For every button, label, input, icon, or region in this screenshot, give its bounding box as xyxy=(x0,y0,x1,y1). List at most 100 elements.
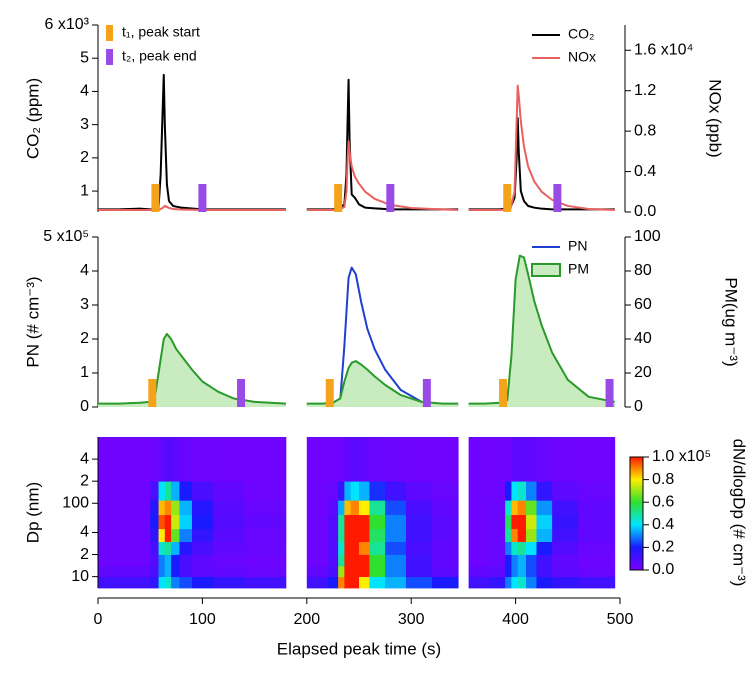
heatmap-cell xyxy=(338,481,345,501)
heatmap-cell xyxy=(244,437,287,482)
heatmap-cell xyxy=(191,500,214,516)
heatmap-cell xyxy=(344,576,352,589)
heatmap-cell xyxy=(171,437,180,482)
heatmap-cell xyxy=(150,514,159,530)
heatmap-cell xyxy=(179,541,193,555)
y-axis-title: PN (# cm⁻³) xyxy=(23,276,42,367)
heatmap-cell xyxy=(338,554,345,567)
heatmap-cell xyxy=(511,541,519,555)
heatmap-cell xyxy=(179,576,193,589)
y-tick-label: 100 xyxy=(62,494,89,511)
heatmap-cell xyxy=(359,554,370,567)
heatmap-cell xyxy=(552,514,579,530)
y-tick-label: 0.2 xyxy=(652,539,674,556)
heatmap-cell xyxy=(578,554,616,567)
heatmap-cell xyxy=(344,437,352,482)
heatmap-cell xyxy=(164,541,172,555)
heatmap-cell xyxy=(536,554,553,567)
heatmap-cell xyxy=(191,528,214,543)
heatmap-cell xyxy=(468,565,490,578)
heatmap-cell xyxy=(327,481,339,501)
heatmap-cell xyxy=(511,481,519,501)
heatmap-cell xyxy=(405,576,433,589)
heatmap-cell xyxy=(405,528,433,543)
heatmap-cell xyxy=(244,500,287,516)
heatmap-cell xyxy=(578,514,616,530)
area xyxy=(98,255,615,407)
y-tick-label: 5 xyxy=(80,49,89,66)
y-tick-label: 40 xyxy=(634,330,652,347)
heatmap-cell xyxy=(98,541,130,555)
heatmap-cell xyxy=(505,541,512,555)
heatmap-cell xyxy=(191,437,214,482)
heatmap-cell xyxy=(369,565,386,578)
heatmap-cell xyxy=(526,437,537,482)
y-tick-label: 2 xyxy=(80,472,89,489)
heatmap-cell xyxy=(359,565,370,578)
heatmap-cell xyxy=(306,514,329,530)
heatmap-cell xyxy=(359,514,370,530)
heatmap-cell xyxy=(505,554,512,567)
heatmap-cell xyxy=(306,481,329,501)
heatmap-cell xyxy=(359,500,370,516)
heatmap-cell xyxy=(244,576,287,589)
heatmap-cell xyxy=(244,481,287,501)
heatmap-cell xyxy=(505,576,512,589)
y-tick-label: 0 xyxy=(80,398,89,415)
y-tick-label: 0.6 xyxy=(652,493,674,510)
heatmap-cell xyxy=(468,554,490,567)
heatmap-cell xyxy=(350,528,360,543)
heatmap-cell xyxy=(468,514,490,530)
heatmap-cell xyxy=(536,576,553,589)
heatmap-cell xyxy=(306,541,329,555)
heatmap-cell xyxy=(517,437,527,482)
heatmap-cell xyxy=(578,481,616,501)
event-marker xyxy=(605,379,614,407)
heatmap-cell xyxy=(191,565,214,578)
heatmap-cell xyxy=(578,541,616,555)
heatmap-cell xyxy=(489,528,506,543)
colorbar-title: dN/dlogDp (# cm⁻³) xyxy=(730,439,749,587)
y-tick-label: 0.0 xyxy=(652,561,674,578)
y-tick-label: 2 xyxy=(80,330,89,347)
heatmap-cell xyxy=(468,500,490,516)
heatmap-cell xyxy=(150,500,159,516)
legend-label: NOx xyxy=(568,49,596,65)
heatmap-cell xyxy=(191,554,214,567)
y-tick-label: 2 xyxy=(80,546,89,563)
legend-label: PM xyxy=(568,261,589,277)
heatmap-cell xyxy=(536,481,553,501)
heatmap-cell xyxy=(164,437,172,482)
legend-label: CO₂ xyxy=(568,26,594,42)
heatmap-cell xyxy=(150,528,159,543)
heatmap-cell xyxy=(385,565,407,578)
x-tick-label: 100 xyxy=(189,611,216,628)
heatmap-cell xyxy=(164,565,172,578)
event-marker xyxy=(499,379,508,407)
heatmap-cell xyxy=(385,576,407,589)
heatmap-cell xyxy=(369,437,386,482)
legend-swatch xyxy=(531,263,561,277)
heatmap-cell xyxy=(179,500,193,516)
heatmap-cell xyxy=(505,437,512,482)
heatmap-cell xyxy=(432,541,459,555)
heatmap-cell xyxy=(552,437,579,482)
heatmap-cell xyxy=(327,437,339,482)
y-tick-label: 4 xyxy=(80,524,89,541)
heatmap-cell xyxy=(179,565,193,578)
heatmap-cell xyxy=(338,565,345,578)
heatmap-cell xyxy=(578,565,616,578)
y-tick-label: 0.4 xyxy=(652,516,674,533)
heatmap-cell xyxy=(129,565,151,578)
heatmap-cell xyxy=(150,437,159,482)
heatmap-cell xyxy=(385,500,407,516)
heatmap-cell xyxy=(432,500,459,516)
heatmap-cell xyxy=(350,565,360,578)
heatmap-cell xyxy=(385,554,407,567)
heatmap-cell xyxy=(244,528,287,543)
heatmap-cell xyxy=(552,500,579,516)
heatmap-cell xyxy=(511,528,519,543)
heatmap-cell xyxy=(327,576,339,589)
heatmap-cell xyxy=(385,528,407,543)
heatmap-cell xyxy=(171,514,180,530)
